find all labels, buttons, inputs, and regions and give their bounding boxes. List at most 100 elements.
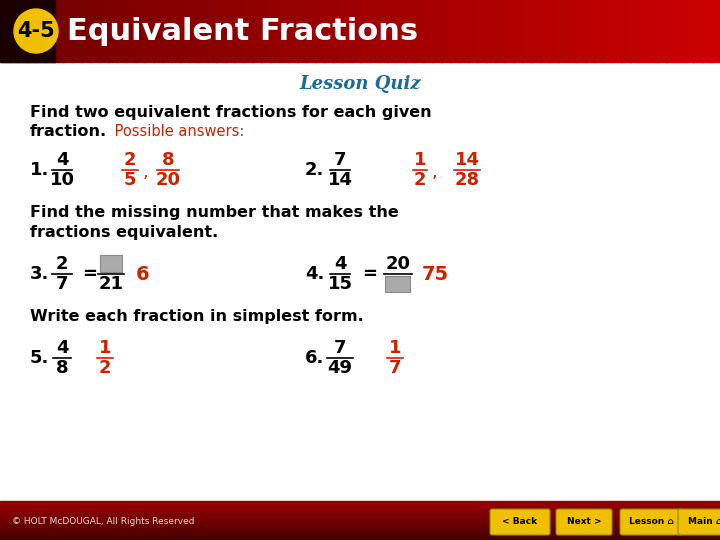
- Bar: [0, 534, 720, 536]
- Bar: [0, 535, 720, 537]
- Bar: [504, 0, 514, 62]
- Bar: [468, 0, 478, 62]
- Bar: [99, 0, 109, 62]
- Text: 3.: 3.: [30, 265, 50, 283]
- Bar: [666, 0, 676, 62]
- Text: 4-5: 4-5: [17, 21, 55, 41]
- Bar: [333, 0, 343, 62]
- Text: ,: ,: [143, 163, 149, 181]
- Bar: [288, 0, 298, 62]
- Bar: [513, 0, 523, 62]
- Bar: [0, 508, 720, 510]
- Bar: [612, 0, 622, 62]
- Bar: [711, 0, 720, 62]
- Bar: [0, 0, 10, 62]
- Bar: [0, 531, 720, 534]
- Text: © HOLT McDOUGAL, All Rights Reserved: © HOLT McDOUGAL, All Rights Reserved: [12, 516, 194, 525]
- Bar: [486, 0, 496, 62]
- Bar: [0, 515, 720, 517]
- Bar: [423, 0, 433, 62]
- Text: 1: 1: [389, 339, 401, 357]
- Bar: [225, 0, 235, 62]
- Bar: [0, 501, 720, 503]
- Bar: [630, 0, 640, 62]
- Bar: [0, 536, 720, 539]
- Bar: [0, 506, 720, 508]
- Bar: [360, 0, 370, 62]
- Text: Write each fraction in simplest form.: Write each fraction in simplest form.: [30, 308, 364, 323]
- Bar: [531, 0, 541, 62]
- Text: 21: 21: [99, 275, 124, 293]
- Text: Lesson ⌂: Lesson ⌂: [629, 517, 673, 526]
- Bar: [171, 0, 181, 62]
- Bar: [108, 0, 118, 62]
- Text: 2: 2: [124, 151, 136, 169]
- Bar: [450, 0, 460, 62]
- Text: 7: 7: [334, 151, 346, 169]
- Bar: [135, 0, 145, 62]
- FancyBboxPatch shape: [678, 509, 720, 535]
- Text: 7: 7: [334, 339, 346, 357]
- Text: Main ⌂: Main ⌂: [688, 517, 720, 526]
- Bar: [0, 519, 720, 521]
- Text: 4.: 4.: [305, 265, 325, 283]
- Bar: [117, 0, 127, 62]
- Bar: [387, 0, 397, 62]
- Bar: [549, 0, 559, 62]
- Bar: [0, 516, 720, 518]
- Bar: [0, 521, 720, 524]
- Bar: [432, 0, 442, 62]
- Bar: [63, 0, 73, 62]
- Text: 4: 4: [55, 339, 68, 357]
- Text: 15: 15: [328, 275, 353, 293]
- Bar: [234, 0, 244, 62]
- Text: fractions equivalent.: fractions equivalent.: [30, 225, 218, 240]
- Bar: [396, 0, 406, 62]
- Text: 49: 49: [328, 359, 353, 377]
- Bar: [0, 503, 720, 506]
- Bar: [522, 0, 532, 62]
- Text: 1: 1: [414, 151, 426, 169]
- Bar: [9, 0, 19, 62]
- Text: =: =: [362, 265, 377, 283]
- Bar: [153, 0, 163, 62]
- Bar: [100, 255, 122, 272]
- Bar: [297, 0, 307, 62]
- Text: 5: 5: [124, 171, 136, 189]
- Bar: [576, 0, 586, 62]
- Text: =: =: [82, 265, 97, 283]
- Bar: [477, 0, 487, 62]
- Text: 2: 2: [414, 171, 426, 189]
- Text: 4: 4: [55, 151, 68, 169]
- Text: 10: 10: [50, 171, 74, 189]
- Bar: [18, 0, 28, 62]
- Bar: [72, 0, 82, 62]
- Bar: [0, 524, 720, 526]
- Bar: [0, 530, 720, 532]
- Text: Next >: Next >: [567, 517, 601, 526]
- Text: 2: 2: [55, 255, 68, 273]
- Bar: [207, 0, 217, 62]
- Bar: [0, 514, 720, 516]
- Bar: [459, 0, 469, 62]
- Text: 4: 4: [334, 255, 346, 273]
- Text: 8: 8: [162, 151, 174, 169]
- Bar: [693, 0, 703, 62]
- Bar: [585, 0, 595, 62]
- Bar: [0, 529, 720, 531]
- Bar: [0, 523, 720, 525]
- Bar: [0, 0, 55, 62]
- Bar: [126, 0, 136, 62]
- Bar: [45, 0, 55, 62]
- Bar: [414, 0, 424, 62]
- Text: fraction.: fraction.: [30, 125, 107, 139]
- FancyBboxPatch shape: [620, 509, 682, 535]
- Bar: [36, 0, 46, 62]
- Text: < Back: < Back: [503, 517, 538, 526]
- Bar: [567, 0, 577, 62]
- Text: 8: 8: [55, 359, 68, 377]
- Text: 20: 20: [385, 255, 410, 273]
- Bar: [216, 0, 226, 62]
- Text: ,: ,: [432, 163, 438, 181]
- Bar: [306, 0, 316, 62]
